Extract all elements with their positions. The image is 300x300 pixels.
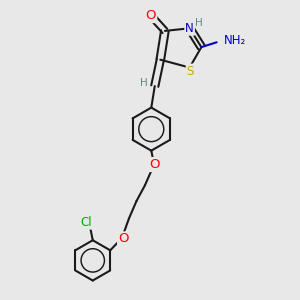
Text: O: O — [118, 232, 129, 245]
Text: N: N — [185, 22, 194, 35]
Text: H: H — [140, 78, 148, 88]
Text: O: O — [146, 9, 156, 22]
Text: H: H — [195, 18, 203, 28]
Text: S: S — [187, 64, 194, 77]
Text: Cl: Cl — [81, 216, 92, 229]
Text: O: O — [149, 158, 159, 171]
Text: NH₂: NH₂ — [224, 34, 246, 47]
